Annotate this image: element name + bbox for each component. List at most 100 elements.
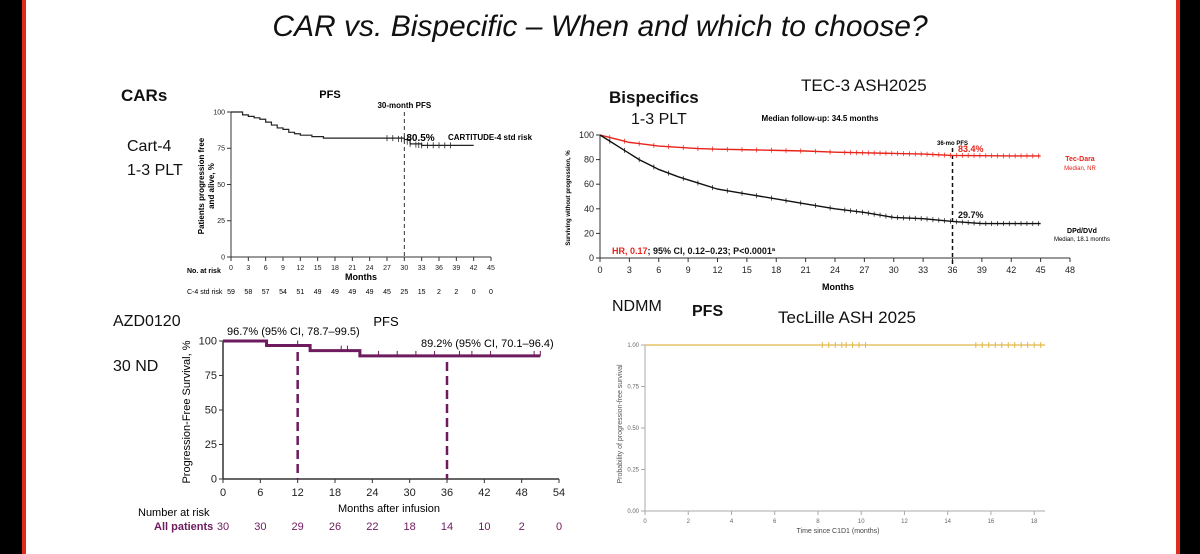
risk-value: 0 xyxy=(556,521,562,533)
risk-value: 22 xyxy=(366,521,378,533)
y-tick-label: 40 xyxy=(584,204,594,214)
risk-value: 45 xyxy=(383,289,391,296)
x-tick-label: 0 xyxy=(597,265,602,275)
y-tick-label: 25 xyxy=(205,439,217,451)
x-tick-label: 39 xyxy=(452,265,460,272)
x-tick-label: 15 xyxy=(314,265,322,272)
chart-title: PFS xyxy=(373,314,399,329)
y-axis-label: Probability of progression-free survival xyxy=(617,364,624,483)
risk-value: 49 xyxy=(314,289,322,296)
x-tick-label: 3 xyxy=(246,265,250,272)
tec-dara-legend: Tec-Dara xyxy=(1065,156,1095,163)
x-tick-label: 9 xyxy=(281,265,285,272)
x-tick-label: 6 xyxy=(656,265,661,275)
risk-value: 49 xyxy=(331,289,339,296)
risk-table-label: Number at risk xyxy=(138,507,210,519)
y-tick-label: 80 xyxy=(584,155,594,165)
x-tick-label: 0 xyxy=(220,487,226,499)
risk-value: 30 xyxy=(254,521,266,533)
risk-value: 0 xyxy=(489,289,493,296)
risk-value: 51 xyxy=(296,289,304,296)
x-tick-label: 18 xyxy=(329,487,341,499)
risk-value: 0 xyxy=(472,289,476,296)
x-tick-label: 45 xyxy=(487,265,495,272)
risk-value: 18 xyxy=(404,521,416,533)
x-tick-label: 4 xyxy=(730,519,734,525)
x-tick-label: 54 xyxy=(553,487,565,499)
teclille-study-label: TecLille ASH 2025 xyxy=(778,308,916,327)
y-tick-label: 0.25 xyxy=(627,468,639,474)
y-axis-label-line2: and alive, % xyxy=(207,163,216,209)
x-tick-label: 21 xyxy=(801,265,811,275)
x-tick-label: 24 xyxy=(830,265,840,275)
milestone-annotation: 96.7% (95% CI, 78.7–99.5) xyxy=(227,326,360,338)
x-tick-label: 12 xyxy=(712,265,722,275)
azd-study-label: AZD0120 xyxy=(113,313,181,330)
left-accent-bar xyxy=(22,0,26,554)
x-tick-label: 27 xyxy=(383,265,391,272)
risk-value: 10 xyxy=(478,521,490,533)
x-tick-label: 42 xyxy=(478,487,490,499)
risk-value: 26 xyxy=(329,521,341,533)
pfs-value-label: 80.5% xyxy=(406,133,434,144)
y-tick-label: 75 xyxy=(217,146,225,153)
x-tick-label: 0 xyxy=(643,519,647,525)
x-tick-label: 33 xyxy=(418,265,426,272)
hazard-ratio-ci: ; 95% CI, 0.12–0.23; P<0.0001ª xyxy=(648,246,776,256)
x-tick-label: 15 xyxy=(742,265,752,275)
x-tick-label: 6 xyxy=(773,519,777,525)
tec3-study-label: TEC-3 ASH2025 xyxy=(801,76,927,95)
milestone-annotation: 89.2% (95% CI, 70.1–96.4) xyxy=(421,338,554,350)
x-axis-label: Months after infusion xyxy=(338,503,440,515)
x-tick-label: 6 xyxy=(257,487,263,499)
pfs-curve xyxy=(223,339,541,358)
risk-value: 30 xyxy=(217,521,229,533)
x-tick-label: 18 xyxy=(771,265,781,275)
risk-value: 49 xyxy=(366,289,374,296)
chart-subtitle: Median follow-up: 34.5 months xyxy=(762,114,879,123)
y-axis-label: Patients progression freeand alive, % xyxy=(197,137,216,234)
y-tick-label: 20 xyxy=(584,228,594,238)
ndmm-heading: NDMM xyxy=(612,298,662,315)
x-tick-label: 36 xyxy=(441,487,453,499)
x-tick-label: 6 xyxy=(264,265,268,272)
cars-heading: CARs xyxy=(121,86,168,105)
y-tick-label: 75 xyxy=(205,370,217,382)
x-axis-label: Months xyxy=(345,272,377,282)
y-tick-label: 25 xyxy=(217,218,225,225)
x-tick-label: 9 xyxy=(686,265,691,275)
x-tick-label: 42 xyxy=(470,265,478,272)
y-tick-label: 60 xyxy=(584,179,594,189)
risk-value: 49 xyxy=(348,289,356,296)
bispecifics-heading: Bispecifics xyxy=(609,88,699,107)
x-tick-label: 12 xyxy=(292,487,304,499)
bispecifics-line-label: 1-3 PLT xyxy=(631,111,687,128)
y-tick-label: 0 xyxy=(211,474,217,486)
x-tick-label: 21 xyxy=(348,265,356,272)
dpd-legend: DPd/DVd xyxy=(1067,228,1097,235)
y-tick-label: 0.50 xyxy=(627,426,639,432)
tec-dara-median: Median, NR xyxy=(1064,166,1096,172)
x-tick-label: 18 xyxy=(331,265,339,272)
risk-value: 54 xyxy=(279,289,287,296)
risk-value: 15 xyxy=(418,289,426,296)
x-tick-label: 12 xyxy=(296,265,304,272)
risk-value: 25 xyxy=(400,289,408,296)
series-curve-tec-dara xyxy=(599,134,1041,157)
x-tick-label: 36 xyxy=(947,265,957,275)
y-tick-label: 0.00 xyxy=(627,509,639,515)
y-tick-label: 100 xyxy=(199,336,217,348)
dpd-value-label: 29.7% xyxy=(958,210,984,220)
risk-value: 57 xyxy=(262,289,270,296)
y-tick-label: 50 xyxy=(217,182,225,189)
risk-value: 14 xyxy=(441,521,453,533)
x-tick-label: 42 xyxy=(1006,265,1016,275)
hazard-ratio-text: HR, 0.17; 95% CI, 0.12–0.23; P<0.0001ª xyxy=(612,246,776,256)
tec-dara-value-label: 83.4% xyxy=(958,144,984,154)
y-tick-label: 0.75 xyxy=(627,385,639,391)
risk-value: 2 xyxy=(454,289,458,296)
x-tick-label: 30 xyxy=(889,265,899,275)
